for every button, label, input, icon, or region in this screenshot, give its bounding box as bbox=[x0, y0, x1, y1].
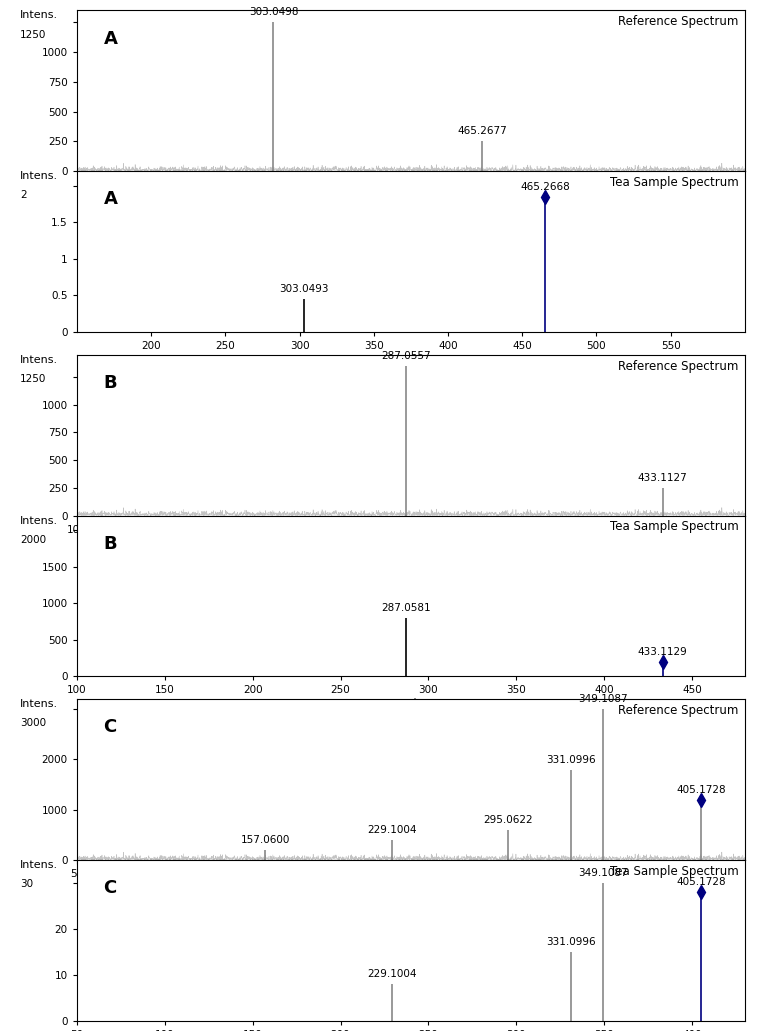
Text: 405.1728: 405.1728 bbox=[677, 785, 726, 795]
Text: 433.1129: 433.1129 bbox=[637, 646, 687, 657]
Text: 1250: 1250 bbox=[20, 374, 46, 384]
Text: Tea Sample Spectrum: Tea Sample Spectrum bbox=[610, 865, 738, 877]
Text: Reference Spectrum: Reference Spectrum bbox=[618, 360, 738, 372]
Text: 465.2668: 465.2668 bbox=[520, 181, 570, 192]
X-axis label: m/z: m/z bbox=[401, 537, 421, 547]
Text: A: A bbox=[104, 191, 118, 208]
Text: 287.0557: 287.0557 bbox=[381, 351, 431, 361]
Text: C: C bbox=[104, 719, 117, 736]
Text: 433.1127: 433.1127 bbox=[637, 473, 687, 483]
Text: 229.1004: 229.1004 bbox=[367, 825, 416, 835]
Text: 30: 30 bbox=[20, 879, 33, 889]
X-axis label: m/z: m/z bbox=[401, 698, 421, 708]
Text: 303.0498: 303.0498 bbox=[249, 7, 298, 18]
Text: 229.1004: 229.1004 bbox=[367, 969, 416, 979]
Text: Intens.: Intens. bbox=[20, 699, 58, 709]
Text: 157.0600: 157.0600 bbox=[240, 835, 290, 845]
Text: Intens.: Intens. bbox=[20, 860, 58, 870]
Text: 331.0996: 331.0996 bbox=[546, 755, 596, 765]
Text: Reference Spectrum: Reference Spectrum bbox=[618, 704, 738, 717]
Text: Intens.: Intens. bbox=[20, 355, 58, 365]
Text: 1250: 1250 bbox=[20, 30, 46, 39]
Text: 287.0581: 287.0581 bbox=[381, 603, 431, 613]
Text: 465.2677: 465.2677 bbox=[457, 127, 507, 136]
Text: 303.0493: 303.0493 bbox=[280, 285, 329, 294]
Text: Intens.: Intens. bbox=[20, 171, 58, 181]
Text: 295.0622: 295.0622 bbox=[483, 814, 532, 825]
Text: 2: 2 bbox=[20, 191, 27, 200]
Text: 349.1087: 349.1087 bbox=[578, 695, 627, 704]
Text: Intens.: Intens. bbox=[20, 516, 58, 526]
Text: B: B bbox=[104, 374, 118, 392]
Text: B: B bbox=[104, 535, 118, 553]
Text: Intens.: Intens. bbox=[20, 10, 58, 21]
Text: 3000: 3000 bbox=[20, 719, 46, 729]
Text: 349.1087: 349.1087 bbox=[578, 868, 627, 878]
X-axis label: m/z: m/z bbox=[401, 882, 421, 892]
Text: A: A bbox=[104, 30, 118, 47]
Text: 331.0996: 331.0996 bbox=[546, 937, 596, 947]
Text: Reference Spectrum: Reference Spectrum bbox=[618, 15, 738, 28]
Text: 405.1728: 405.1728 bbox=[677, 877, 726, 888]
Text: Tea Sample Spectrum: Tea Sample Spectrum bbox=[610, 521, 738, 533]
Text: 2000: 2000 bbox=[20, 535, 46, 544]
Text: Tea Sample Spectrum: Tea Sample Spectrum bbox=[610, 176, 738, 189]
X-axis label: m/z: m/z bbox=[401, 193, 421, 203]
Text: C: C bbox=[104, 879, 117, 897]
X-axis label: m/z: m/z bbox=[401, 354, 421, 364]
